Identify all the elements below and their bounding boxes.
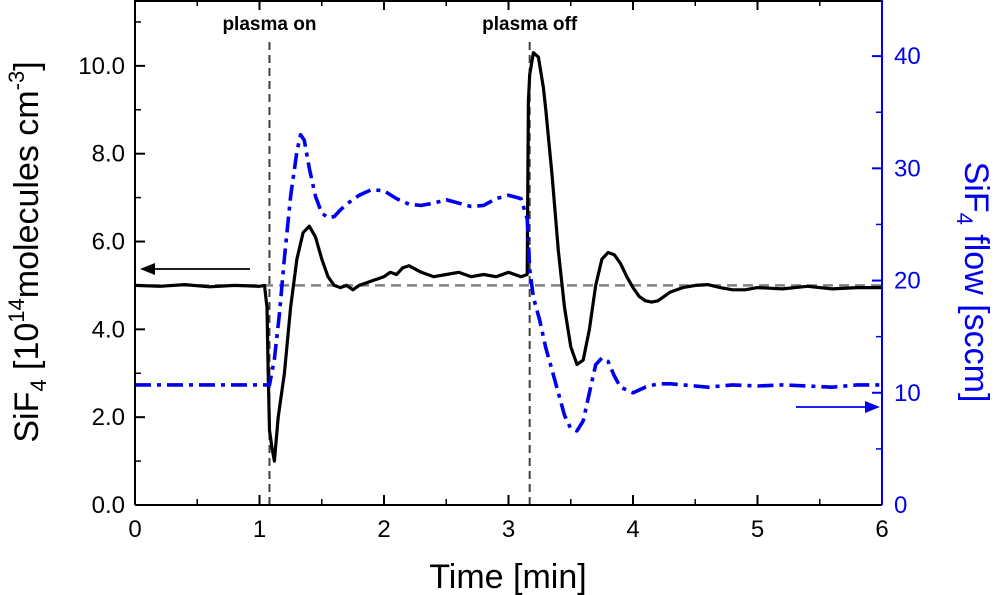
plasma-on-label: plasma on	[222, 14, 316, 35]
left-y-tick-label: 4.0	[92, 316, 125, 343]
right-axis-arrow	[796, 401, 880, 413]
tick-labels: 0 1 2 3 4 5 6 0.0 2.0 4.0 6.0 8.0 10.0 0 10 20 30 40	[78, 43, 920, 543]
right-y-tick-label: 10	[894, 380, 921, 407]
x-tick-label: 5	[751, 516, 764, 543]
left-y-tick-label: 10.0	[78, 53, 125, 80]
left-y-tick-label: 2.0	[92, 404, 125, 431]
x-tick-label: 3	[502, 516, 515, 543]
right-y-tick-label: 20	[894, 268, 921, 295]
right-y-tick-label: 0	[894, 492, 907, 519]
x-tick-label: 0	[128, 516, 141, 543]
left-y-tick-label: 8.0	[92, 141, 125, 168]
left-y-tick-label: 0.0	[92, 492, 125, 519]
x-tick-label: 4	[626, 516, 639, 543]
left-axis-arrow	[140, 263, 250, 275]
x-axis-title: Time [min]	[429, 558, 586, 595]
plot-area	[135, 42, 882, 505]
right-y-axis-title: SiF4 flow [sccm]	[952, 162, 995, 403]
plasma-off-label: plasma off	[482, 14, 578, 35]
left-y-tick-label: 6.0	[92, 229, 125, 256]
concentration-series-line	[135, 51, 882, 463]
flow-series-line	[135, 132, 882, 433]
x-tick-label: 1	[253, 516, 266, 543]
axis-ticks	[134, 0, 883, 506]
right-y-tick-label: 30	[894, 155, 921, 182]
left-y-axis-title: SiF4 [1014molecules cm-3]	[4, 61, 51, 442]
x-tick-label: 6	[875, 516, 888, 543]
x-tick-label: 2	[377, 516, 390, 543]
right-y-tick-label: 40	[894, 43, 921, 70]
